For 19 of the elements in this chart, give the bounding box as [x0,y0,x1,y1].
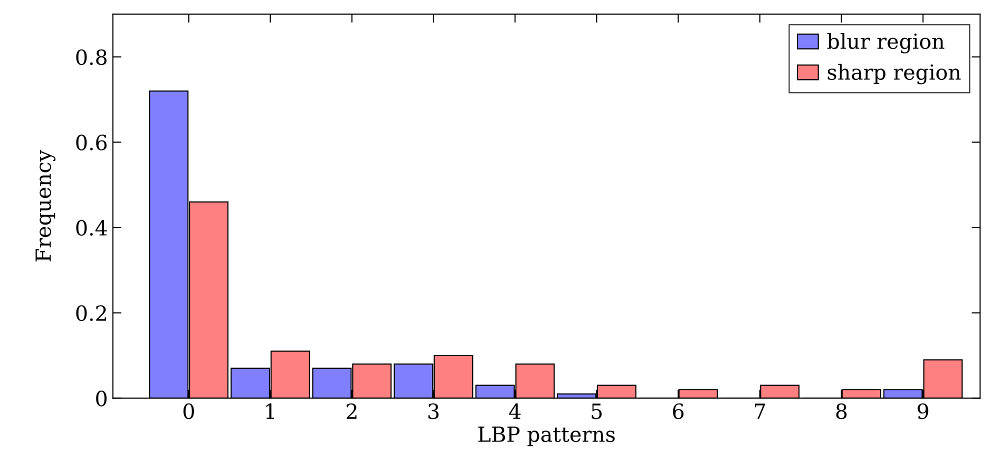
legend-label: blur region [827,32,944,54]
y-axis-title: Frequency [36,150,56,262]
y-tick-label: 0 [96,390,107,406]
x-tick-label: 9 [918,403,928,420]
x-axis-title: LBP patterns [478,426,615,446]
x-tick-label: 0 [183,403,194,420]
x-tick-label: 3 [428,403,439,420]
x-tick-label: 4 [509,403,521,419]
y-tick-label: 0.6 [76,134,107,150]
y-tick-label: 0.8 [76,49,107,66]
y-tick-label: 0.2 [76,305,106,322]
x-tick-label: 5 [592,404,602,420]
x-tick-label: 2 [346,403,356,419]
legend-label: sharp region [828,64,961,84]
x-tick-label: 7 [754,404,765,419]
x-tick-label: 6 [673,403,684,420]
y-tick-label: 0.4 [76,220,107,236]
x-tick-label: 1 [266,403,274,419]
x-tick-label: 8 [836,403,847,420]
